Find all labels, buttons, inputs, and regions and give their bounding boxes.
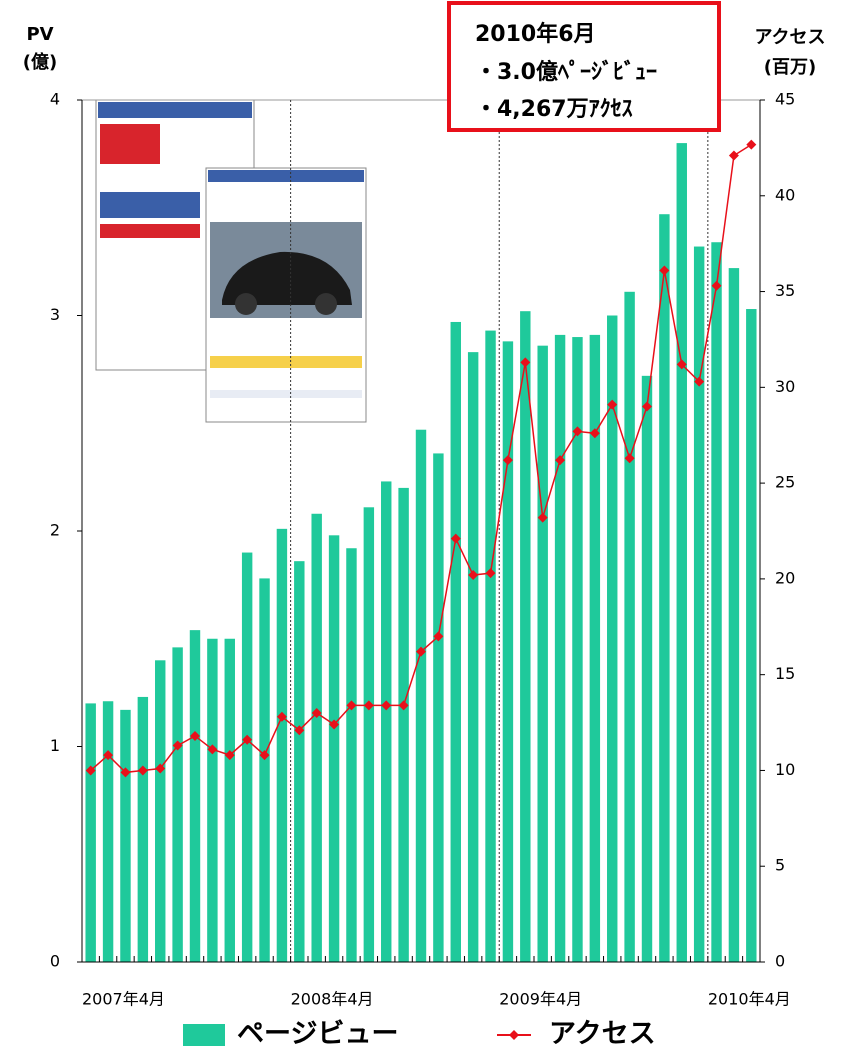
annotation-text: 2010年6月 (475, 21, 596, 47)
bar (207, 639, 217, 962)
bar (225, 639, 235, 962)
y2-axis-label: (百万) (764, 57, 816, 78)
y-tick-label: 3 (50, 305, 60, 324)
bar (468, 352, 478, 962)
legend-swatch (509, 1030, 519, 1040)
bar (190, 630, 200, 962)
bar (433, 453, 443, 962)
y2-tick-label: 20 (775, 568, 795, 587)
bar (503, 341, 513, 962)
y2-tick-label: 25 (775, 473, 795, 492)
x-tick-label: 2007年4月 (82, 990, 165, 1009)
chart: 2010年6月 ・3.0億ﾍﾟｰｼﾞﾋﾞｭｰ ・4,267万ｱｸｾｽ PV (億… (0, 0, 846, 1063)
y2-tick-label: 15 (775, 664, 795, 683)
bar (555, 335, 565, 962)
bar (677, 143, 687, 962)
bar (311, 514, 321, 962)
bar (607, 316, 617, 963)
marker (729, 151, 739, 161)
bar (138, 697, 148, 962)
y2-axis-label: アクセス (754, 27, 825, 48)
bar (642, 376, 652, 962)
bar (451, 322, 461, 962)
x-tick-label: 2009年4月 (499, 990, 582, 1009)
annotation-text: ・3.0億ﾍﾟｰｼﾞﾋﾞｭｰ (475, 59, 657, 85)
bar (659, 214, 669, 962)
bar (364, 507, 374, 962)
bar (398, 488, 408, 962)
bar (172, 647, 182, 962)
legend-label: アクセス (549, 1019, 656, 1050)
bar (155, 660, 165, 962)
y2-tick-label: 45 (775, 90, 795, 109)
bar (294, 561, 304, 962)
annotation-text: ・4,267万ｱｸｾｽ (475, 97, 633, 122)
bar (381, 481, 391, 962)
bar (259, 578, 269, 962)
y-axis-label: (億) (23, 51, 57, 73)
bar (346, 548, 356, 962)
y-tick-label: 1 (50, 736, 60, 755)
x-tick-label: 2010年4月 (708, 990, 791, 1009)
y2-tick-label: 5 (775, 856, 785, 875)
bar (537, 346, 547, 962)
bar (416, 430, 426, 962)
marker (746, 140, 756, 150)
bar (729, 268, 739, 962)
x-tick-label: 2008年4月 (291, 990, 374, 1009)
y2-tick-label: 40 (775, 185, 795, 204)
bar (694, 247, 704, 962)
bar (520, 311, 530, 962)
bar (746, 309, 756, 962)
bar (624, 292, 634, 962)
y2-tick-label: 30 (775, 377, 795, 396)
bar (120, 710, 130, 962)
legend-label: ページビュー (237, 1019, 398, 1050)
site-screenshots (96, 100, 366, 422)
bar (277, 529, 287, 962)
y2-tick-label: 35 (775, 281, 795, 300)
y-tick-label: 2 (50, 521, 60, 540)
y-tick-label: 0 (50, 952, 60, 971)
bar (103, 701, 113, 962)
bar (485, 331, 495, 962)
bar (711, 242, 721, 962)
legend-swatch (183, 1024, 225, 1046)
y-tick-label: 4 (50, 90, 60, 109)
y2-tick-label: 0 (775, 952, 785, 971)
y2-tick-label: 10 (775, 760, 795, 779)
bar (85, 703, 95, 962)
bar (329, 535, 339, 962)
y-axis-label: PV (26, 24, 53, 45)
bar (242, 553, 252, 962)
